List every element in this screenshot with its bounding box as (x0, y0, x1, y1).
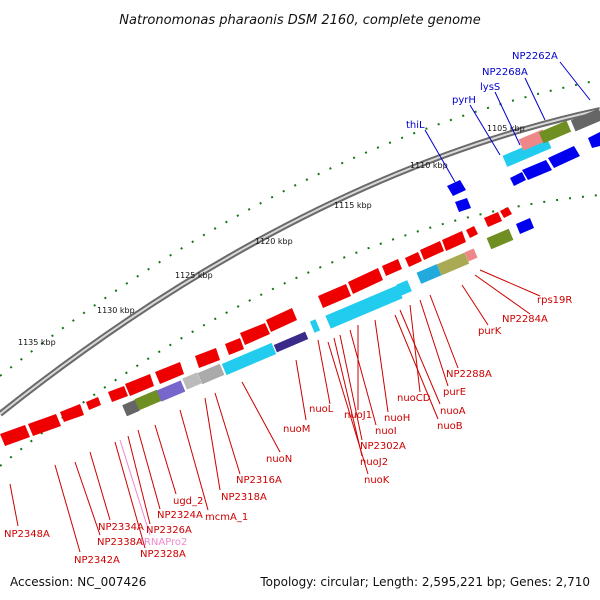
gene-feature (195, 348, 220, 368)
gene-label: NP2342A (74, 555, 120, 566)
gene-label: purE (443, 387, 466, 398)
reverse-genes (0, 207, 534, 446)
gene-label: NP2268A (482, 67, 528, 78)
map-title: Natronomonas pharaonis DSM 2160, complet… (119, 13, 480, 28)
gene-feature (122, 399, 140, 417)
gene-feature (266, 308, 297, 332)
gene-label: pyrH (452, 95, 476, 106)
gene-feature (240, 323, 270, 345)
gene-feature (420, 241, 444, 260)
gene-feature (309, 319, 321, 333)
gene-label: purK (478, 326, 502, 337)
gene-label: ugd_2 (173, 496, 203, 507)
gene-label: NP2318A (221, 492, 267, 503)
gene-feature (156, 380, 186, 402)
genome-backbone-highlight (0, 109, 600, 415)
accession-text: Accession: NC_007426 (10, 575, 146, 589)
gene-label: nuoB (437, 421, 463, 432)
gene-label: NP2288A (446, 369, 492, 380)
tick-labels: 1105 kbp 1110 kbp 1115 kbp 1120 kbp 1125… (18, 124, 525, 347)
gene-label: nuoA (440, 406, 466, 417)
gene-label: NP2326A (146, 525, 192, 536)
tick-label: 1120 kbp (255, 237, 293, 246)
gene-feature (522, 160, 552, 180)
gene-feature (516, 218, 534, 234)
gene-feature (588, 132, 600, 148)
gene-label: nuoN (266, 454, 292, 465)
tick-label: 1130 kbp (97, 306, 135, 315)
gene-label: NP2348A (4, 529, 50, 540)
gene-label: nuoK (364, 475, 390, 486)
gene-label: nuoH (384, 413, 410, 424)
gene-feature (155, 362, 184, 384)
gene-feature (538, 120, 572, 144)
gene-feature (273, 331, 309, 353)
gene-label: nuoL (309, 404, 334, 415)
top-gene-labels: NP2262A NP2268A lysS pyrH thiL (406, 51, 591, 183)
gene-feature (86, 397, 101, 410)
gene-feature (502, 137, 552, 167)
tick-label: 1105 kbp (487, 124, 525, 133)
gene-feature (436, 252, 470, 276)
gene-feature (466, 226, 478, 238)
forward-genes (447, 108, 600, 212)
gene-feature (221, 342, 277, 376)
gene-label: nuoCD (397, 393, 431, 404)
gene-feature (500, 207, 512, 218)
gene-feature (548, 146, 580, 168)
gene-feature (108, 386, 128, 402)
gene-feature (0, 425, 30, 446)
gene-label: lysS (480, 82, 500, 93)
gene-feature (484, 212, 502, 227)
gene-label: NP2316A (236, 475, 282, 486)
gene-label: thiL (406, 120, 425, 131)
gene-feature (197, 363, 225, 385)
gene-label: NP2284A (502, 314, 548, 325)
gene-feature (382, 259, 402, 276)
tick-label: 1110 kbp (410, 161, 448, 170)
gene-feature (396, 280, 412, 296)
gene-feature (486, 228, 514, 250)
gene-feature (405, 252, 422, 267)
gene-label: NP2328A (140, 549, 186, 560)
gene-feature (134, 389, 162, 411)
gene-label: tRNAPro2 (140, 537, 187, 548)
gene-feature (60, 404, 84, 422)
tick-label: 1115 kbp (334, 201, 372, 210)
gene-label: rps19R (537, 295, 572, 306)
gene-feature (348, 268, 383, 294)
gene-feature (447, 180, 466, 196)
gene-feature (455, 198, 471, 212)
gene-feature (464, 248, 478, 262)
gene-label: mcmA_1 (205, 512, 248, 523)
gene-feature (28, 414, 61, 436)
gene-label: nuoJ1 (344, 410, 372, 421)
gene-label: nuoI (375, 426, 397, 437)
gene-label: NP2338A (97, 537, 143, 548)
gene-feature (318, 284, 351, 308)
gene-feature (125, 374, 154, 396)
gene-label: NP2334A (98, 522, 144, 533)
gene-feature (325, 285, 403, 329)
gene-feature (416, 264, 442, 284)
gene-feature (570, 108, 600, 132)
gene-feature (182, 372, 202, 390)
gene-feature (225, 338, 244, 355)
gene-label: NP2302A (360, 441, 406, 452)
tick-label: 1135 kbp (18, 338, 56, 347)
gene-label: nuoM (283, 424, 310, 435)
gene-label: nuoJ2 (360, 457, 388, 468)
bottom-gene-labels (9, 269, 541, 553)
gene-feature (442, 231, 466, 251)
gene-feature (510, 172, 526, 186)
gene-label: NP2262A (512, 51, 558, 62)
gene-label: NP2324A (157, 510, 203, 521)
tick-label: 1125 kbp (175, 271, 213, 280)
bottom-gene-label-text: rps19R NP2284A purK NP2288A purE nuoCD n… (4, 295, 572, 566)
genome-summary-text: Topology: circular; Length: 2,595,221 bp… (259, 575, 590, 589)
